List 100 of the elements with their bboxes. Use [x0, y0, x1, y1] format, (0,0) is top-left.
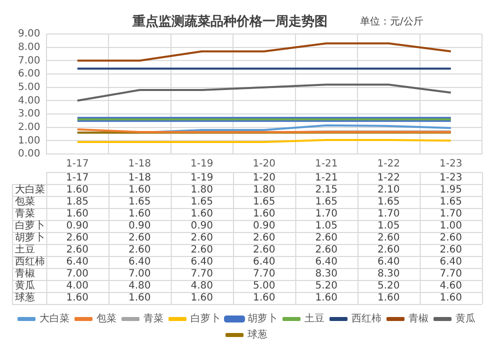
data-label: 1.80	[190, 184, 214, 196]
category-label: 1-18	[128, 172, 151, 184]
data-label: 2.60	[440, 232, 462, 244]
data-label: 1.65	[128, 196, 151, 208]
text: 包菜	[15, 196, 35, 208]
x-tick-label: 1-17	[66, 158, 89, 170]
data-label: 4.00	[66, 280, 89, 292]
data-label: 1.60	[190, 292, 214, 304]
text: 土豆	[15, 244, 35, 256]
x-tick-label: 1-21	[315, 158, 338, 170]
data-label: 2.60	[315, 232, 338, 244]
x-tick-label: 1-20	[252, 158, 276, 170]
data-label: 7.70	[440, 268, 462, 280]
chart-title: 重点监测蔬菜品种价格一周走势图	[132, 13, 328, 30]
data-label: 1.60	[128, 208, 151, 220]
category-label: 1-22	[377, 172, 400, 184]
data-label: 2.60	[377, 244, 400, 256]
data-label: 2.15	[315, 184, 338, 196]
data-label: 1.05	[377, 220, 400, 232]
data-label: 1.60	[190, 208, 214, 220]
data-label: 6.40	[66, 256, 89, 268]
y-tick-label: 6.00	[18, 68, 40, 80]
legend-label: 大白菜	[40, 312, 70, 325]
legend-label: 白萝卜	[190, 312, 220, 325]
data-label: 7.00	[128, 268, 151, 280]
x-tick-label: 1-23	[440, 158, 462, 170]
text: 白萝卜	[15, 220, 45, 232]
data-label: 2.60	[128, 244, 151, 256]
y-tick-label: 4.00	[18, 95, 40, 106]
legend-label: 西红柿	[352, 312, 382, 325]
x-tick-label: 1-22	[377, 158, 400, 170]
legend-label: 包菜	[96, 312, 116, 325]
data-label: 2.60	[377, 232, 400, 244]
data-label: 4.80	[128, 280, 151, 292]
text: 西红柿	[15, 256, 45, 268]
data-label: 1.60	[128, 292, 151, 304]
legend-label: 青菜	[144, 312, 164, 325]
data-label: 1.60	[253, 292, 276, 304]
data-label: 5.20	[377, 280, 400, 292]
text: 青菜	[15, 208, 35, 220]
data-label: 0.90	[190, 220, 214, 232]
y-tick-label: 2.00	[18, 122, 40, 133]
data-label: 1.65	[440, 196, 462, 208]
data-label: 4.80	[190, 280, 214, 292]
y-tick-label: 3.00	[18, 108, 40, 120]
legend-label: 土豆	[304, 312, 324, 325]
category-label: 1-20	[252, 172, 276, 184]
data-label: 7.70	[253, 268, 276, 280]
category-label: 1-19	[190, 172, 214, 184]
data-label: 5.20	[315, 280, 338, 292]
data-label: 1.60	[440, 292, 462, 304]
category-label: 1-21	[315, 172, 338, 184]
data-label: 1.60	[315, 292, 338, 304]
data-label: 2.60	[190, 244, 214, 256]
text: 胡萝卜	[15, 232, 45, 244]
y-tick-label: 1.00	[18, 135, 40, 146]
data-label: 7.00	[66, 268, 89, 280]
y-tick-label: 7.00	[18, 55, 40, 66]
data-label: 1.65	[377, 196, 400, 208]
data-label: 7.70	[190, 268, 214, 280]
data-label: 1.65	[190, 196, 214, 208]
data-label: 1.85	[66, 196, 89, 208]
data-label: 1.00	[440, 220, 462, 232]
text: 球葱	[15, 292, 35, 304]
data-label: 1.65	[253, 196, 276, 208]
data-label: 1.95	[440, 184, 462, 196]
data-label: 5.00	[253, 280, 276, 292]
y-tick-label: 0.00	[18, 148, 40, 160]
y-tick-label: 5.00	[18, 82, 40, 93]
data-label: 2.60	[440, 244, 462, 256]
legend-label: 青椒	[408, 312, 428, 325]
data-label: 0.90	[128, 220, 151, 232]
data-label: 1.60	[253, 208, 276, 220]
x-tick-label: 1-18	[128, 158, 151, 170]
data-label: 2.10	[377, 184, 400, 196]
legend-label: 黄瓜	[456, 312, 476, 325]
data-label: 1.65	[315, 196, 338, 208]
y-tick-label: 9.00	[18, 28, 40, 40]
y-tick-label: 8.00	[18, 42, 40, 53]
data-label: 1.70	[440, 208, 462, 220]
data-label: 1.70	[377, 208, 400, 220]
category-label: 1-17	[66, 172, 89, 184]
legend-label: 胡萝卜	[248, 312, 278, 325]
data-label: 2.60	[253, 232, 276, 244]
data-label: 2.60	[66, 232, 89, 244]
data-label: 6.40	[315, 256, 338, 268]
data-label: 6.40	[253, 256, 276, 268]
x-tick-label: 1-19	[190, 158, 214, 170]
data-label: 0.90	[66, 220, 89, 232]
chart-subtitle: 单位：元/公斤	[360, 16, 424, 28]
data-label: 1.70	[315, 208, 338, 220]
data-label: 6.40	[128, 256, 151, 268]
data-label: 2.60	[66, 244, 89, 256]
data-label: 1.60	[66, 208, 89, 220]
data-label: 1.05	[315, 220, 338, 232]
data-label: 4.60	[440, 280, 462, 292]
data-label: 1.60	[128, 184, 151, 196]
data-label: 0.90	[253, 220, 276, 232]
text: 大白菜	[15, 184, 45, 196]
data-label: 2.60	[253, 244, 276, 256]
